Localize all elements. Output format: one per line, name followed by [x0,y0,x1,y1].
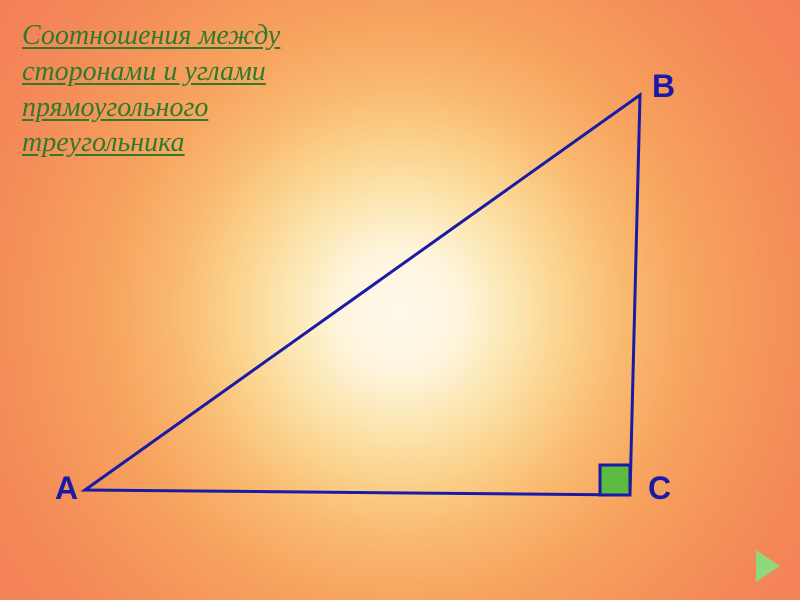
slide-title: Соотношения между сторонами и углами пря… [22,18,362,161]
next-slide-button[interactable] [756,550,780,582]
vertex-label-a: A [55,470,78,507]
vertex-label-b: B [652,68,675,105]
vertex-label-c: C [648,470,671,507]
right-angle-marker [600,465,630,495]
